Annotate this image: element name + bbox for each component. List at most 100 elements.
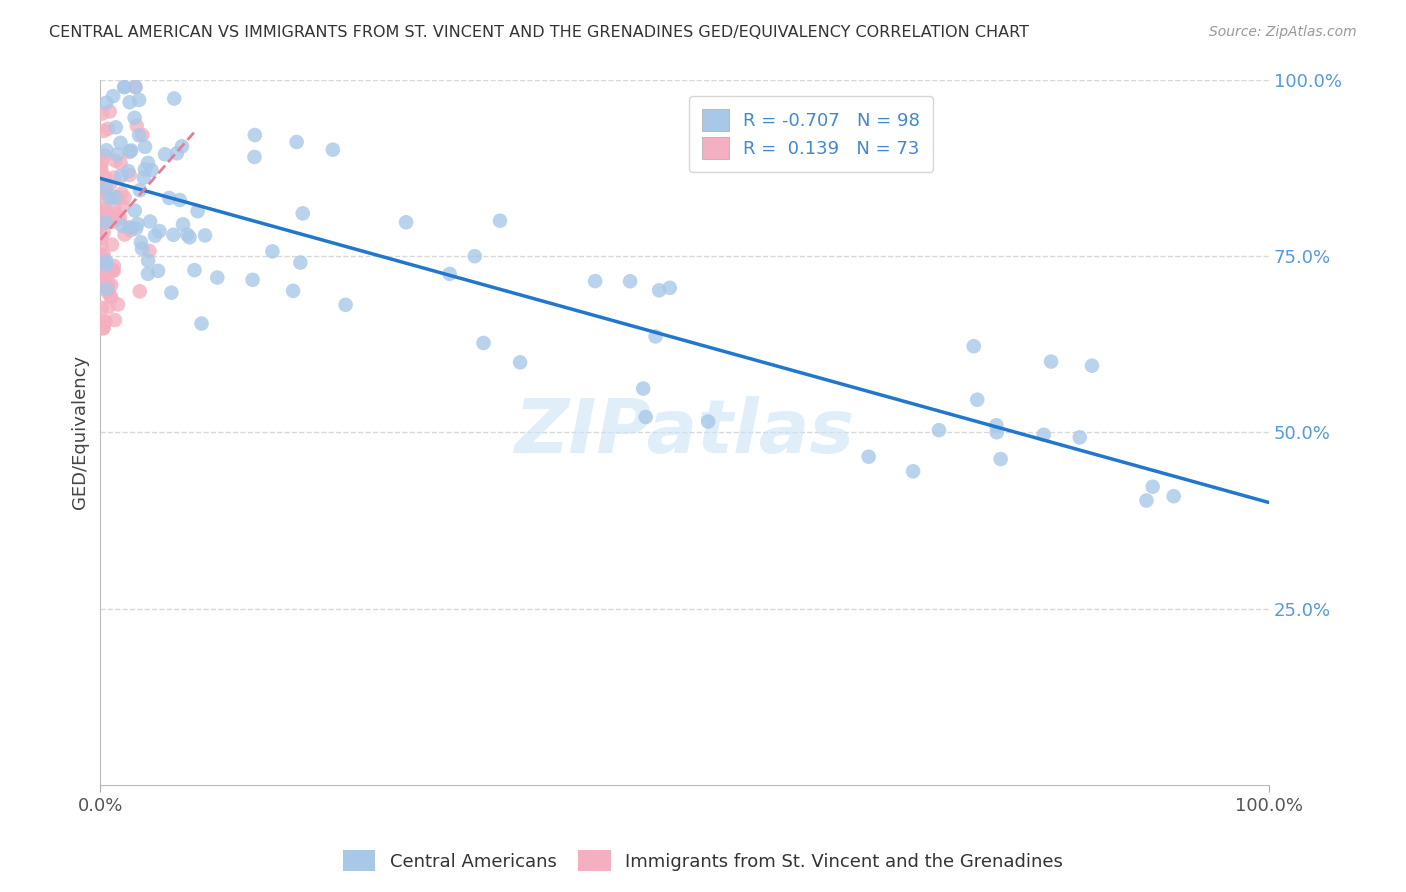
Point	[91, 217, 114, 231]
Point	[125, 221, 148, 235]
Point	[105, 147, 128, 161]
Point	[439, 267, 461, 281]
Point	[94, 190, 117, 204]
Point	[139, 214, 162, 228]
Point	[103, 170, 125, 185]
Point	[128, 93, 150, 107]
Point	[1163, 489, 1185, 503]
Point	[169, 193, 191, 207]
Point	[93, 274, 115, 288]
Point	[464, 249, 486, 263]
Legend: R = -0.707   N = 98, R =  0.139   N = 73: R = -0.707 N = 98, R = 0.139 N = 73	[689, 96, 932, 171]
Point	[110, 169, 132, 183]
Point	[335, 298, 357, 312]
Point	[117, 164, 139, 178]
Point	[93, 265, 115, 279]
Point	[93, 274, 115, 288]
Point	[90, 154, 112, 169]
Point	[104, 153, 127, 168]
Point	[124, 80, 146, 95]
Point	[928, 423, 950, 437]
Point	[120, 144, 142, 158]
Text: CENTRAL AMERICAN VS IMMIGRANTS FROM ST. VINCENT AND THE GRENADINES GED/EQUIVALEN: CENTRAL AMERICAN VS IMMIGRANTS FROM ST. …	[49, 25, 1029, 40]
Point	[901, 464, 924, 478]
Point	[1081, 359, 1104, 373]
Point	[93, 124, 115, 138]
Point	[963, 339, 986, 353]
Point	[986, 425, 1008, 440]
Point	[96, 206, 118, 220]
Point	[634, 410, 657, 425]
Point	[111, 186, 134, 201]
Point	[90, 215, 112, 229]
Point	[697, 415, 720, 429]
Point	[93, 321, 115, 335]
Point	[107, 211, 129, 225]
Point	[966, 392, 988, 407]
Y-axis label: GED/Equivalency: GED/Equivalency	[72, 355, 89, 509]
Point	[107, 297, 129, 311]
Point	[1142, 480, 1164, 494]
Point	[262, 244, 284, 259]
Point	[125, 119, 148, 133]
Point	[104, 120, 127, 135]
Point	[129, 235, 152, 250]
Point	[101, 263, 124, 277]
Point	[118, 145, 141, 159]
Point	[93, 248, 115, 262]
Point	[103, 259, 125, 273]
Point	[114, 191, 136, 205]
Point	[1069, 430, 1091, 444]
Point	[96, 215, 118, 229]
Point	[96, 282, 118, 296]
Point	[91, 183, 114, 197]
Point	[103, 215, 125, 229]
Point	[128, 285, 150, 299]
Point	[190, 317, 212, 331]
Text: Source: ZipAtlas.com: Source: ZipAtlas.com	[1209, 25, 1357, 39]
Point	[91, 256, 114, 270]
Point	[472, 335, 495, 350]
Text: ZIPatlas: ZIPatlas	[515, 396, 855, 469]
Point	[112, 199, 135, 213]
Point	[100, 277, 122, 292]
Point	[120, 145, 142, 159]
Point	[118, 168, 141, 182]
Point	[176, 227, 198, 242]
Point	[134, 140, 156, 154]
Point	[94, 315, 117, 329]
Point	[124, 80, 146, 95]
Point	[170, 139, 193, 153]
Point	[96, 95, 118, 110]
Point	[91, 321, 114, 335]
Point	[114, 80, 136, 95]
Point	[104, 196, 127, 211]
Point	[104, 313, 127, 327]
Point	[97, 277, 120, 291]
Point	[128, 128, 150, 143]
Point	[96, 143, 118, 157]
Point	[94, 205, 117, 219]
Point	[90, 238, 112, 252]
Point	[281, 284, 304, 298]
Point	[243, 128, 266, 142]
Point	[1032, 427, 1054, 442]
Point	[98, 288, 121, 302]
Point	[990, 452, 1012, 467]
Point	[179, 230, 201, 244]
Point	[134, 162, 156, 177]
Point	[194, 228, 217, 243]
Point	[124, 203, 146, 218]
Point	[127, 217, 149, 231]
Point	[90, 248, 112, 262]
Point	[124, 111, 146, 125]
Point	[986, 418, 1008, 433]
Point	[291, 206, 314, 220]
Point	[285, 135, 308, 149]
Point	[141, 163, 163, 178]
Point	[183, 263, 205, 277]
Point	[90, 231, 112, 245]
Point	[138, 244, 160, 258]
Point	[105, 207, 128, 221]
Point	[101, 89, 124, 103]
